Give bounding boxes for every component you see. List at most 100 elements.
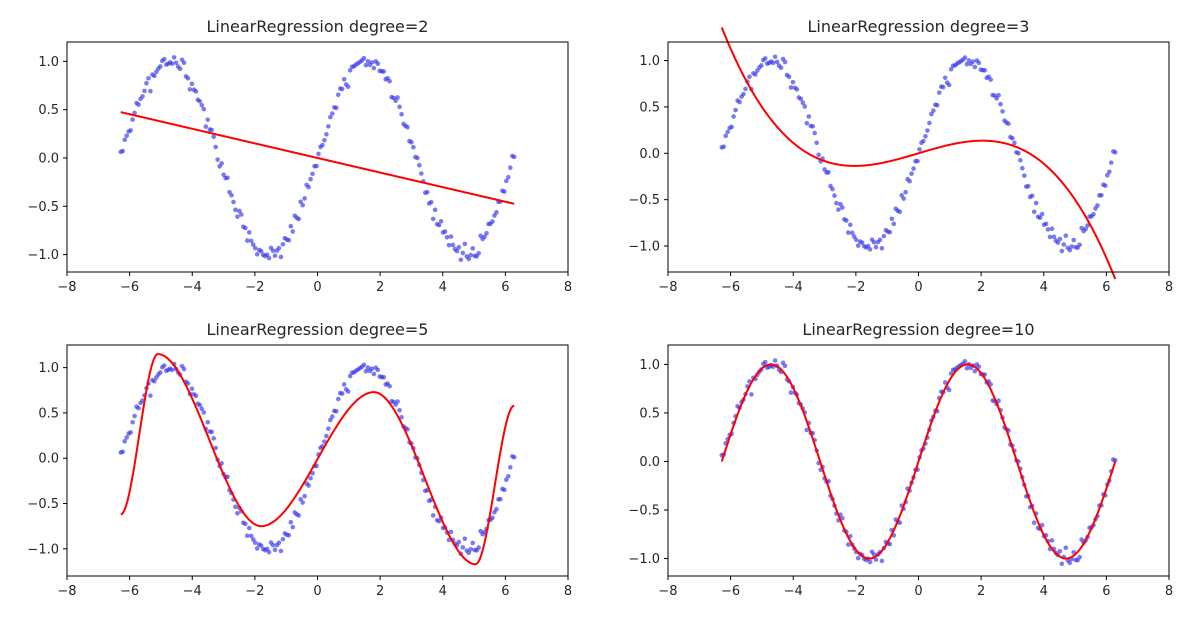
scatter-point	[725, 129, 730, 135]
scatter-point	[723, 133, 729, 139]
scatter-point	[130, 117, 135, 122]
subplot-degree-2: LinearRegression degree=2 −8 −6 −4 −2 0 2 4 6 8 −1…	[27, 17, 572, 295]
scatter-point	[897, 209, 903, 215]
scatter-point	[436, 518, 442, 524]
x-tick-label: 6	[1102, 584, 1110, 599]
scatter-point	[1016, 151, 1021, 156]
x-tick-label: −8	[658, 280, 677, 295]
y-tick-label: 0.0	[38, 452, 59, 467]
scatter-point	[233, 207, 238, 213]
scatter-point	[201, 410, 207, 415]
scatter-point	[873, 557, 879, 562]
scatter-point	[998, 101, 1003, 107]
scatter-point	[424, 189, 430, 195]
scatter-point	[721, 144, 727, 149]
scatter-point	[889, 216, 895, 222]
scatter-point	[511, 154, 517, 160]
scatter-point	[1006, 121, 1011, 127]
scatter-point	[1095, 203, 1100, 208]
x-tick-label: −2	[846, 280, 865, 295]
scatter-point	[778, 65, 784, 71]
x-tick-label: 2	[376, 280, 384, 295]
scatter-point	[130, 419, 135, 425]
y-tick-label: −0.5	[628, 504, 660, 519]
fit-line	[720, 363, 1117, 560]
scatter-point	[296, 216, 302, 222]
scatter-point	[1061, 242, 1067, 247]
x-tick-label: 0	[313, 584, 321, 599]
x-tick-label: 6	[501, 584, 509, 599]
x-tick-label: 8	[564, 280, 572, 295]
scatter-point	[310, 171, 315, 177]
y-tick-label: −1.0	[628, 240, 660, 255]
scatter-point	[239, 212, 244, 217]
chart-title: LinearRegression degree=2	[207, 17, 429, 36]
scatter-point	[494, 210, 499, 215]
scatter-series	[719, 54, 1118, 254]
scatter-point	[169, 367, 175, 373]
scatter-point	[397, 104, 402, 110]
scatter-point	[972, 64, 978, 70]
scatter-point	[120, 449, 126, 455]
scatter-point	[772, 358, 778, 363]
scatter-point	[931, 108, 936, 113]
scatter-point	[731, 114, 736, 119]
scatter-point	[136, 405, 141, 411]
scatter-point	[847, 222, 853, 228]
scatter-point	[879, 558, 885, 564]
scatter-point	[1045, 227, 1051, 232]
scatter-point	[812, 130, 817, 136]
scatter-point	[502, 487, 507, 493]
x-tick-label: −6	[120, 584, 139, 599]
scatter-point	[161, 56, 167, 62]
scatter-point	[140, 94, 145, 99]
scatter-point	[211, 134, 216, 140]
scatter-point	[341, 382, 347, 387]
scatter-point	[308, 475, 313, 481]
scatter-point	[733, 107, 738, 113]
scatter-point	[252, 245, 258, 251]
scatter-point	[272, 253, 278, 259]
scatter-point	[946, 82, 952, 88]
scatter-point	[173, 60, 179, 66]
x-tick-label: −8	[57, 280, 76, 295]
scatter-point	[328, 417, 333, 423]
y-tick-label: −1.0	[27, 542, 59, 557]
scatter-point	[205, 117, 211, 122]
scatter-point	[762, 359, 768, 365]
scatter-point	[934, 102, 940, 108]
scatter-point	[185, 75, 191, 81]
scatter-point	[339, 86, 345, 92]
scatter-point	[369, 366, 375, 371]
scatter-point	[363, 62, 369, 68]
scatter-point	[962, 55, 968, 60]
scatter-point	[132, 413, 137, 419]
scatter-point	[1037, 215, 1043, 221]
scatter-point	[371, 65, 377, 71]
scatter-point	[335, 396, 341, 402]
scatter-point	[996, 92, 1001, 98]
x-tick-label: 4	[439, 280, 447, 295]
scatter-point	[169, 61, 175, 67]
chart-title: LinearRegression degree=3	[808, 17, 1030, 36]
scatter-point	[790, 79, 796, 85]
scatter-point	[1107, 169, 1112, 175]
scatter-point	[782, 363, 788, 369]
scatter-series	[118, 55, 517, 263]
scatter-point	[278, 548, 284, 554]
scatter-point	[397, 408, 402, 413]
x-tick-label: −4	[183, 280, 202, 295]
scatter-point	[128, 128, 133, 133]
scatter-point	[929, 111, 934, 117]
scatter-point	[276, 245, 282, 251]
scatter-point	[199, 102, 205, 108]
scatter-point	[345, 84, 351, 90]
scatter-point	[788, 85, 794, 90]
scatter-point	[1055, 240, 1061, 245]
scatter-point	[504, 477, 509, 483]
scatter-point	[1039, 522, 1045, 528]
scatter-point	[794, 87, 800, 92]
x-tick-label: −6	[721, 280, 740, 295]
x-tick-label: 0	[313, 280, 321, 295]
